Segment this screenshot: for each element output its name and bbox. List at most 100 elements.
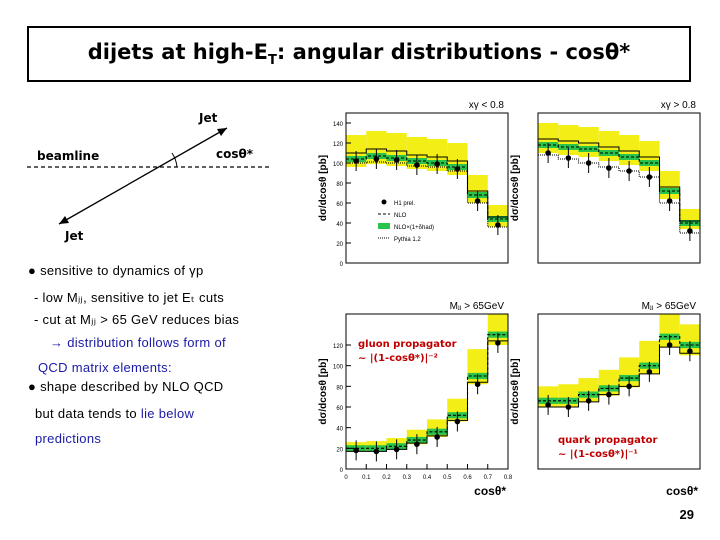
legend-label: Pythia 1.2 [394, 237, 421, 243]
panel-title: Mⱼⱼ > 65GeV [450, 301, 505, 312]
y-tick-label: 120 [333, 142, 344, 148]
plot-panel-top-left: xγ < 0.8 dσ/dcosθ [pb] 0 20 40 60 80 100 120 140 H… [318, 100, 509, 268]
legend-label: NLO×(1+δhad) [394, 225, 434, 231]
jet-axis-line [58, 127, 228, 225]
y-tick-label: 60 [336, 406, 343, 412]
plot-frame [537, 313, 701, 470]
x-tick-label: 0.1 [362, 475, 371, 481]
y-tick-label: 20 [336, 242, 343, 248]
data-point [687, 228, 693, 234]
x-tick-label: 0.5 [443, 475, 452, 481]
slide-title: dijets at high-ET: angular distributions… [87, 39, 631, 69]
jet-arrow-bottom [59, 216, 69, 224]
data-point [393, 446, 400, 453]
data-point [585, 398, 592, 404]
bullet-7: but data tends to lie below [35, 406, 195, 421]
y-axis-label: dσ/dcosθ [pb] [318, 155, 329, 221]
data-point [626, 383, 632, 390]
panel-title: xγ > 0.8 [661, 100, 697, 111]
legend-label: NLO [394, 213, 407, 219]
quark-annotation: quark propagator ~ |(1-cosθ*)|⁻¹ [558, 435, 658, 460]
y-tick-label: 80 [336, 182, 343, 188]
y-tick-label: 120 [333, 344, 344, 350]
y-tick-label: 0 [340, 468, 344, 474]
data-point [373, 156, 380, 162]
y-axis-label: dσ/dcosθ [pb] [510, 358, 521, 424]
data-point [545, 150, 551, 156]
data-point [626, 168, 632, 174]
y-tick-label: 0 [340, 262, 344, 268]
data-point [666, 198, 673, 204]
legend-swatch [378, 223, 390, 229]
plot-panel-bottom-left: Mⱼⱼ > 65GeV dσ/dcosθ [pb] 0 20 40 60 80 100 120 0… [318, 301, 512, 498]
bullet-4: → distribution follows form of [50, 335, 226, 350]
data-point [353, 158, 359, 164]
data-point [545, 402, 551, 408]
y-axis-label: dσ/dcosθ [pb] [510, 155, 521, 221]
x-tick-label: 0 [344, 475, 348, 481]
data-point [646, 369, 653, 375]
scattering-diagram: Jet Jet beamline cosθ* [27, 111, 272, 243]
bullet-6: ● shape described by NLO QCD [28, 379, 224, 394]
angle-arc [171, 152, 178, 168]
data-point [646, 174, 653, 180]
y-tick-label: 100 [333, 365, 344, 371]
data-point [687, 348, 693, 354]
uncertainty-band [619, 135, 640, 165]
y-axis-label: dσ/dcosθ [pb] [318, 358, 329, 424]
series-line [346, 161, 508, 228]
uncertainty-band [578, 127, 599, 157]
nlo-band [598, 150, 619, 156]
uncertainty-band [639, 141, 660, 171]
data-point [474, 381, 481, 388]
gluon-annotation: gluon propagator ~ |(1-cosθ*)|⁻² [358, 339, 457, 364]
angle-label: cosθ* [216, 147, 254, 161]
series-line [538, 138, 700, 222]
bullet-2: - low Mⱼⱼ, sensitive to jet Eₜ cuts [34, 290, 225, 305]
x-axis-label: cosθ* [666, 484, 698, 498]
data-point [454, 418, 461, 425]
x-tick-label: 0.7 [484, 475, 493, 481]
jet-arrow-top [217, 128, 227, 136]
plot-panel-top-right: xγ > 0.8 dσ/dcosθ [pb] [510, 100, 701, 264]
y-tick-label: 80 [336, 385, 343, 391]
y-tick-label: 40 [336, 427, 343, 433]
data-point [414, 162, 420, 168]
data-point [454, 166, 461, 172]
data-point [565, 404, 572, 410]
bullet-8: predictions [35, 431, 102, 446]
data-point [393, 157, 400, 163]
legend-label: H1 prel. [394, 201, 415, 207]
bullet-5: QCD matrix elements: [38, 360, 172, 375]
plot-frame [345, 112, 509, 264]
uncertainty-band [598, 131, 619, 161]
data-point [495, 340, 501, 346]
y-tick-label: 60 [336, 202, 343, 208]
y-tick-label: 40 [336, 222, 343, 228]
x-tick-label: 0.3 [403, 475, 412, 481]
nlo-band [639, 160, 660, 166]
page-number: 29 [679, 507, 694, 522]
data-point [434, 161, 440, 167]
nlo-band [578, 146, 599, 152]
x-tick-label: 0.4 [423, 475, 432, 481]
data-point [565, 155, 572, 161]
data-point [585, 160, 592, 166]
plot-panel-bottom-right: Mⱼⱼ > 65GeV dσ/dcosθ [pb] cosθ* [510, 301, 701, 498]
data-point [414, 441, 420, 447]
jet-bottom-label: Jet [64, 229, 84, 243]
panel-title: xγ < 0.8 [469, 100, 505, 111]
series-line [346, 155, 508, 220]
y-tick-label: 100 [333, 162, 344, 168]
y-tick-label: 20 [336, 447, 343, 453]
series-line [538, 336, 700, 402]
nlo-band [619, 154, 640, 160]
x-tick-label: 0.8 [504, 475, 512, 481]
series-line [538, 346, 700, 408]
data-point [606, 391, 612, 398]
series-line [346, 334, 508, 449]
x-axis-label: cosθ* [474, 484, 506, 498]
bullet-1: ● sensitive to dynamics of γp [28, 263, 204, 278]
legend-marker [381, 199, 387, 205]
series-line [346, 340, 508, 452]
